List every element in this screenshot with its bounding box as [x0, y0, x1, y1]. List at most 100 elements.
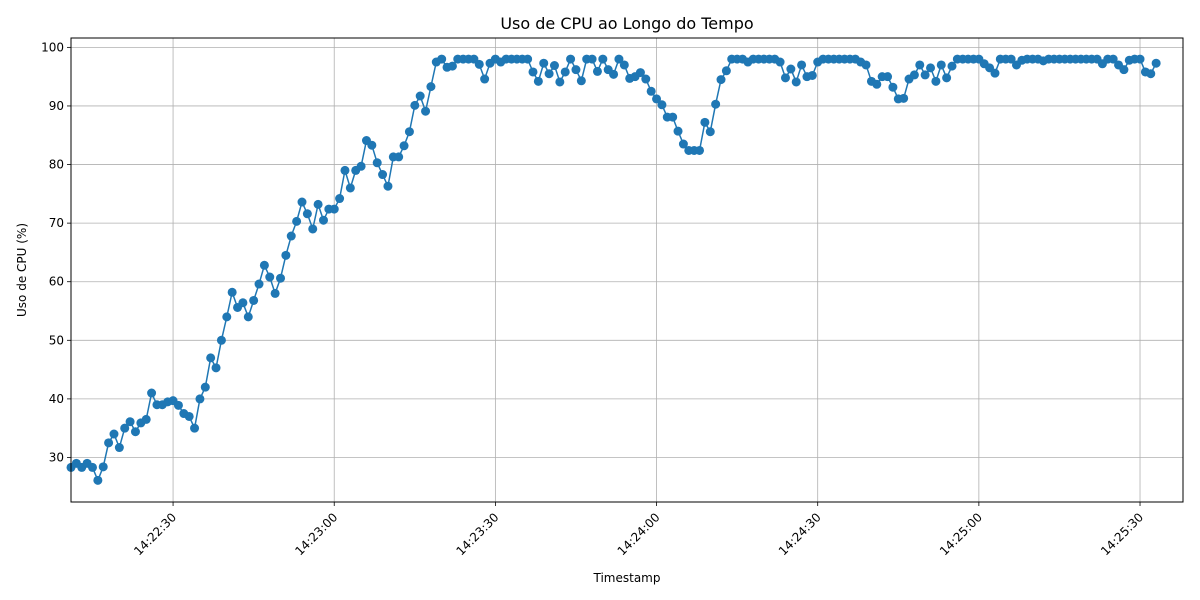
data-point [367, 140, 377, 150]
data-point [598, 54, 608, 64]
data-point [227, 287, 237, 297]
x-tick-label: 14:24:30 [776, 510, 824, 558]
grid-lines [71, 38, 1183, 502]
data-point [899, 93, 909, 103]
data-point [98, 462, 108, 472]
y-tick-label: 70 [49, 216, 64, 230]
data-point [592, 66, 602, 76]
data-point [399, 141, 409, 151]
data-point [372, 158, 382, 168]
data-point [345, 183, 355, 193]
data-point [807, 70, 817, 80]
data-point [93, 475, 103, 485]
x-tick-label: 14:23:30 [453, 510, 501, 558]
data-point [721, 66, 731, 76]
chart-title: Uso de CPU ao Longo do Tempo [500, 14, 753, 33]
data-point [872, 79, 882, 89]
data-point [200, 382, 210, 392]
data-point [125, 417, 135, 427]
x-tick-label: 14:23:00 [292, 510, 340, 558]
data-point [1146, 69, 1156, 79]
data-point [243, 312, 253, 322]
data-point [378, 170, 388, 180]
data-point [335, 194, 345, 204]
data-point [297, 197, 307, 207]
data-point [276, 273, 286, 283]
data-point [265, 272, 275, 282]
data-point [657, 100, 667, 110]
data-point [931, 76, 941, 86]
data-point [700, 117, 710, 127]
data-point [549, 61, 559, 71]
data-point [426, 82, 436, 92]
data-point [668, 112, 678, 122]
data-point [1151, 58, 1161, 68]
data-point [539, 58, 549, 68]
data-point [404, 127, 414, 137]
y-tick-label: 60 [49, 275, 64, 289]
data-point [861, 60, 871, 70]
data-point [120, 423, 130, 433]
data-point [791, 77, 801, 87]
data-point [415, 91, 425, 101]
data-point [480, 74, 490, 84]
data-point [447, 61, 457, 71]
data-point [528, 67, 538, 77]
data-point [1006, 54, 1016, 64]
data-point [109, 429, 119, 439]
y-tick-label: 50 [49, 333, 64, 347]
data-point [576, 76, 586, 86]
y-tick-label: 100 [41, 40, 64, 54]
data-point [394, 152, 404, 162]
data-point [281, 250, 291, 260]
data-point [646, 86, 656, 96]
data-point [716, 75, 726, 85]
data-point [254, 279, 264, 289]
data-point [211, 363, 221, 373]
data-point [695, 145, 705, 155]
y-tick-label: 80 [49, 158, 64, 172]
data-point [195, 394, 205, 404]
data-point [571, 65, 581, 75]
data-point [356, 161, 366, 171]
data-point [1135, 54, 1145, 64]
data-point [104, 438, 114, 448]
data-point [1108, 54, 1118, 64]
data-point [780, 73, 790, 83]
data-point [560, 67, 570, 77]
y-axis-ticks: 30 40 50 60 70 80 90 100 [41, 40, 71, 464]
data-point [990, 68, 1000, 78]
data-point [926, 63, 936, 73]
data-point [544, 69, 554, 79]
data-point [1119, 65, 1129, 75]
y-tick-label: 40 [49, 392, 64, 406]
x-tick-label: 14:25:30 [1098, 510, 1146, 558]
data-point [614, 54, 624, 64]
y-tick-label: 90 [49, 99, 64, 113]
data-point [705, 127, 715, 137]
data-point [678, 139, 688, 149]
data-point [238, 298, 248, 308]
data-point [711, 99, 721, 109]
data-point [302, 209, 312, 219]
data-point [329, 204, 339, 214]
data-point [619, 60, 629, 70]
data-point [609, 69, 619, 79]
y-axis-label: Uso de CPU (%) [15, 223, 29, 317]
data-point [566, 54, 576, 64]
data-point [437, 54, 447, 64]
series-line-path [70, 58, 1157, 482]
data-point [87, 462, 97, 472]
data-point [797, 60, 807, 70]
data-point [286, 231, 296, 241]
data-point [635, 68, 645, 78]
data-point [249, 295, 259, 305]
data-point [270, 288, 280, 298]
data-point [947, 61, 957, 71]
data-point [222, 312, 232, 322]
series-line [70, 58, 1157, 482]
data-point [216, 335, 226, 345]
x-tick-label: 14:24:00 [615, 510, 663, 558]
x-axis-label: Timestamp [593, 571, 661, 585]
